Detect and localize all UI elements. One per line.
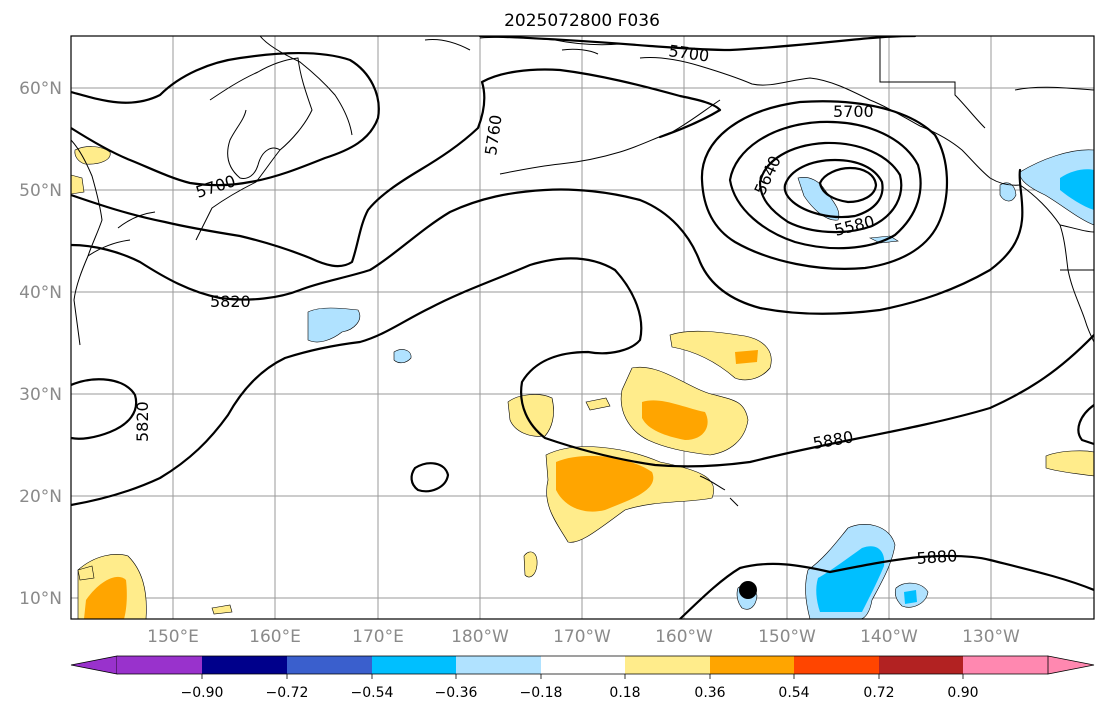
colorbar-low-extend: [70, 655, 118, 675]
anomaly-shading: [71, 146, 1094, 619]
colorbar-segment: [625, 656, 710, 674]
positive-anomaly-core: [642, 400, 708, 440]
colorbar-tick-label: −0.36: [435, 685, 478, 701]
colorbar-segment: [287, 656, 372, 674]
map-frame: [70, 35, 1095, 620]
positive-anomaly-core: [556, 455, 654, 512]
contour-low-ring-3: [758, 141, 903, 234]
positive-anomaly-region: [1045, 450, 1094, 477]
colorbar-segment: [794, 656, 879, 674]
colorbar-tick-label: −0.90: [181, 685, 224, 701]
map-title: 2025072800 F036: [504, 11, 660, 31]
colorbar-segment: [456, 656, 541, 674]
lat-label: 20°N: [19, 487, 62, 507]
colorbar-high-extend: [1047, 655, 1095, 675]
contour-low-ring-5: [818, 166, 878, 204]
negative-anomaly-core: [816, 546, 885, 612]
lon-label: 170°W: [553, 627, 611, 647]
contour-5880-east: [1077, 403, 1094, 446]
contour-low-ring-1: [700, 100, 948, 270]
colorbar-tick-label: −0.54: [351, 685, 394, 701]
positive-anomaly-region: [585, 397, 611, 411]
contour-low-ring-4: [783, 158, 884, 219]
lat-label: 60°N: [19, 79, 62, 99]
colorbar-outline: [117, 655, 1048, 675]
contour-label: 5700: [833, 102, 874, 121]
lat-label: 50°N: [19, 181, 62, 201]
contour-label: 5820: [210, 292, 251, 311]
colorbar-tick-label: −0.18: [520, 685, 563, 701]
lon-label: 150°E: [147, 627, 199, 647]
contour-5700-west: [71, 51, 380, 187]
colorbar-tick-label: 0.90: [947, 685, 978, 701]
positive-anomaly-region: [523, 551, 538, 578]
lon-label: 160°E: [249, 627, 301, 647]
contour-5880-closed: [410, 462, 450, 493]
positive-anomaly-region: [77, 565, 95, 581]
lat-label: 30°N: [19, 385, 62, 405]
lon-label: 180°W: [451, 627, 509, 647]
latitude-labels: 60°N 50°N 40°N 30°N 20°N 10°N: [19, 79, 62, 609]
contour-5880-main: [71, 257, 1094, 507]
colorbar-segment: [117, 656, 202, 674]
lon-label: 130°W: [962, 627, 1020, 647]
negative-anomaly-core: [904, 590, 917, 604]
lon-label: 150°W: [758, 627, 816, 647]
colorbar: −0.90 −0.72 −0.54 −0.36 −0.18 0.18 0.36 …: [70, 655, 1095, 701]
colorbar-tick-label: 0.54: [778, 685, 809, 701]
positive-anomaly-region: [669, 330, 772, 381]
contour-label: 5880: [916, 546, 958, 568]
colorbar-tick-label: 0.36: [694, 685, 725, 701]
lon-label: 160°W: [655, 627, 713, 647]
lon-label: 140°W: [860, 627, 918, 647]
positive-anomaly-region: [211, 604, 233, 615]
contour-5700-north: [478, 36, 917, 52]
contour-5760: [71, 68, 722, 268]
contour-5880-south: [678, 554, 1094, 619]
negative-anomaly-region: [797, 177, 840, 221]
negative-anomaly-region: [999, 182, 1017, 202]
positive-anomaly-region: [71, 174, 85, 195]
height-contours: [71, 36, 1094, 619]
coastlines: [71, 36, 1094, 507]
colorbar-segment: [541, 656, 625, 674]
colorbar-segment: [372, 656, 456, 674]
positive-anomaly-core: [735, 350, 758, 364]
negative-anomaly-region: [1019, 149, 1094, 226]
colorbar-tick-label: 0.18: [609, 685, 640, 701]
longitude-labels: 150°E 160°E 170°E 180°W 170°W 160°W 150°…: [147, 627, 1020, 647]
colorbar-segment: [879, 656, 963, 674]
positive-anomaly-region: [507, 394, 554, 437]
negative-anomaly-region: [307, 307, 361, 343]
colorbar-tick-label: −0.72: [266, 685, 309, 701]
colorbar-tick-label: 0.72: [863, 685, 894, 701]
colorbar-segment: [202, 656, 287, 674]
colorbar-segment: [710, 656, 794, 674]
contour-low-ring-2: [728, 120, 922, 250]
negative-anomaly-region: [393, 349, 412, 364]
contour-5820-small: [71, 378, 138, 440]
contour-label: 5820: [133, 401, 152, 442]
positive-anomaly-region: [74, 146, 111, 165]
positive-anomaly-core: [84, 576, 127, 619]
location-marker: [739, 581, 757, 599]
colorbar-segment: [963, 656, 1048, 674]
lat-label: 40°N: [19, 283, 62, 303]
map-panel: 5700 5700 5700 5760 5640 5580 5820 5820 …: [71, 36, 1094, 619]
contour-5820-west: [71, 168, 1024, 315]
lon-label: 170°E: [352, 627, 404, 647]
negative-anomaly-core: [1060, 169, 1094, 210]
lat-label: 10°N: [19, 589, 62, 609]
